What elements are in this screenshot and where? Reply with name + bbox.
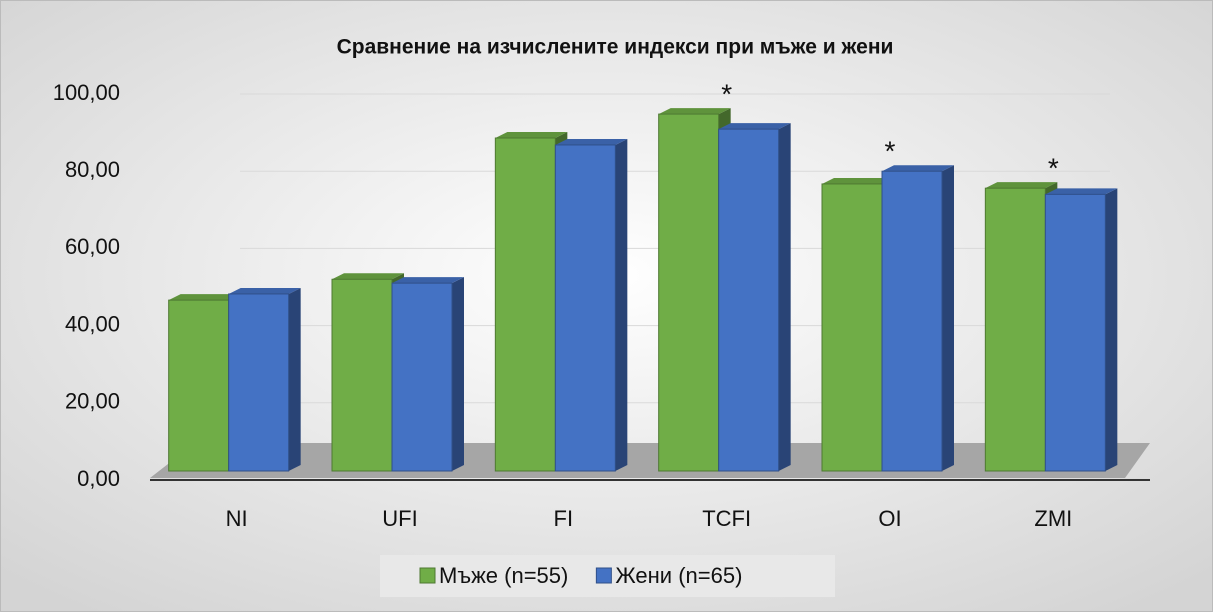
- bar: [821, 183, 883, 472]
- y-tick-label: 60,00: [65, 234, 120, 259]
- x-tick-label: UFI: [382, 506, 417, 531]
- legend-swatch: [419, 567, 436, 584]
- bar-top: [495, 132, 568, 139]
- annotation: *: [1048, 153, 1059, 184]
- bar-side: [942, 165, 954, 471]
- annotation: *: [885, 136, 896, 167]
- bar: [658, 113, 720, 472]
- bar: [554, 144, 616, 472]
- bar: [1044, 193, 1106, 472]
- bar: [228, 293, 290, 472]
- bar-top: [392, 277, 464, 284]
- bar-top: [718, 123, 791, 130]
- x-tick-label: TCFI: [702, 506, 751, 531]
- y-tick-label: 20,00: [65, 389, 120, 414]
- bar-side: [1105, 188, 1118, 472]
- legend-label: Жени (n=65): [615, 563, 742, 588]
- bar: [494, 137, 556, 472]
- bar-side: [452, 277, 464, 471]
- bar-top: [555, 138, 628, 145]
- bar-top: [168, 294, 241, 301]
- bar-top: [1045, 188, 1118, 195]
- bar-top: [228, 287, 301, 294]
- bar: [331, 278, 393, 472]
- y-tick-label: 100,00: [53, 80, 120, 105]
- bar-top: [822, 177, 894, 184]
- annotation: *: [721, 78, 732, 109]
- y-tick-label: 40,00: [65, 311, 120, 336]
- x-tick-label: ZMI: [1034, 506, 1072, 531]
- bar-side: [288, 287, 301, 471]
- bar-top: [332, 273, 404, 280]
- bar-top: [882, 165, 954, 172]
- x-tick-label: OI: [878, 506, 901, 531]
- bar-side: [615, 138, 628, 471]
- bar: [391, 282, 453, 472]
- legend-swatch: [595, 567, 612, 584]
- chart-title: Сравнение на изчислените индекси при мъж…: [337, 36, 894, 59]
- y-tick-label: 80,00: [65, 157, 120, 182]
- bar-top: [658, 108, 731, 115]
- y-tick-label: 0,00: [77, 466, 120, 491]
- bar: [718, 128, 780, 472]
- bar-top: [985, 182, 1058, 189]
- x-tick-label: NI: [226, 506, 248, 531]
- bar: [168, 299, 230, 472]
- bar: [984, 187, 1046, 472]
- bar: [881, 170, 943, 472]
- bar-side: [778, 123, 791, 471]
- legend-label: Мъже (n=55): [439, 563, 568, 588]
- x-tick-label: FI: [554, 506, 574, 531]
